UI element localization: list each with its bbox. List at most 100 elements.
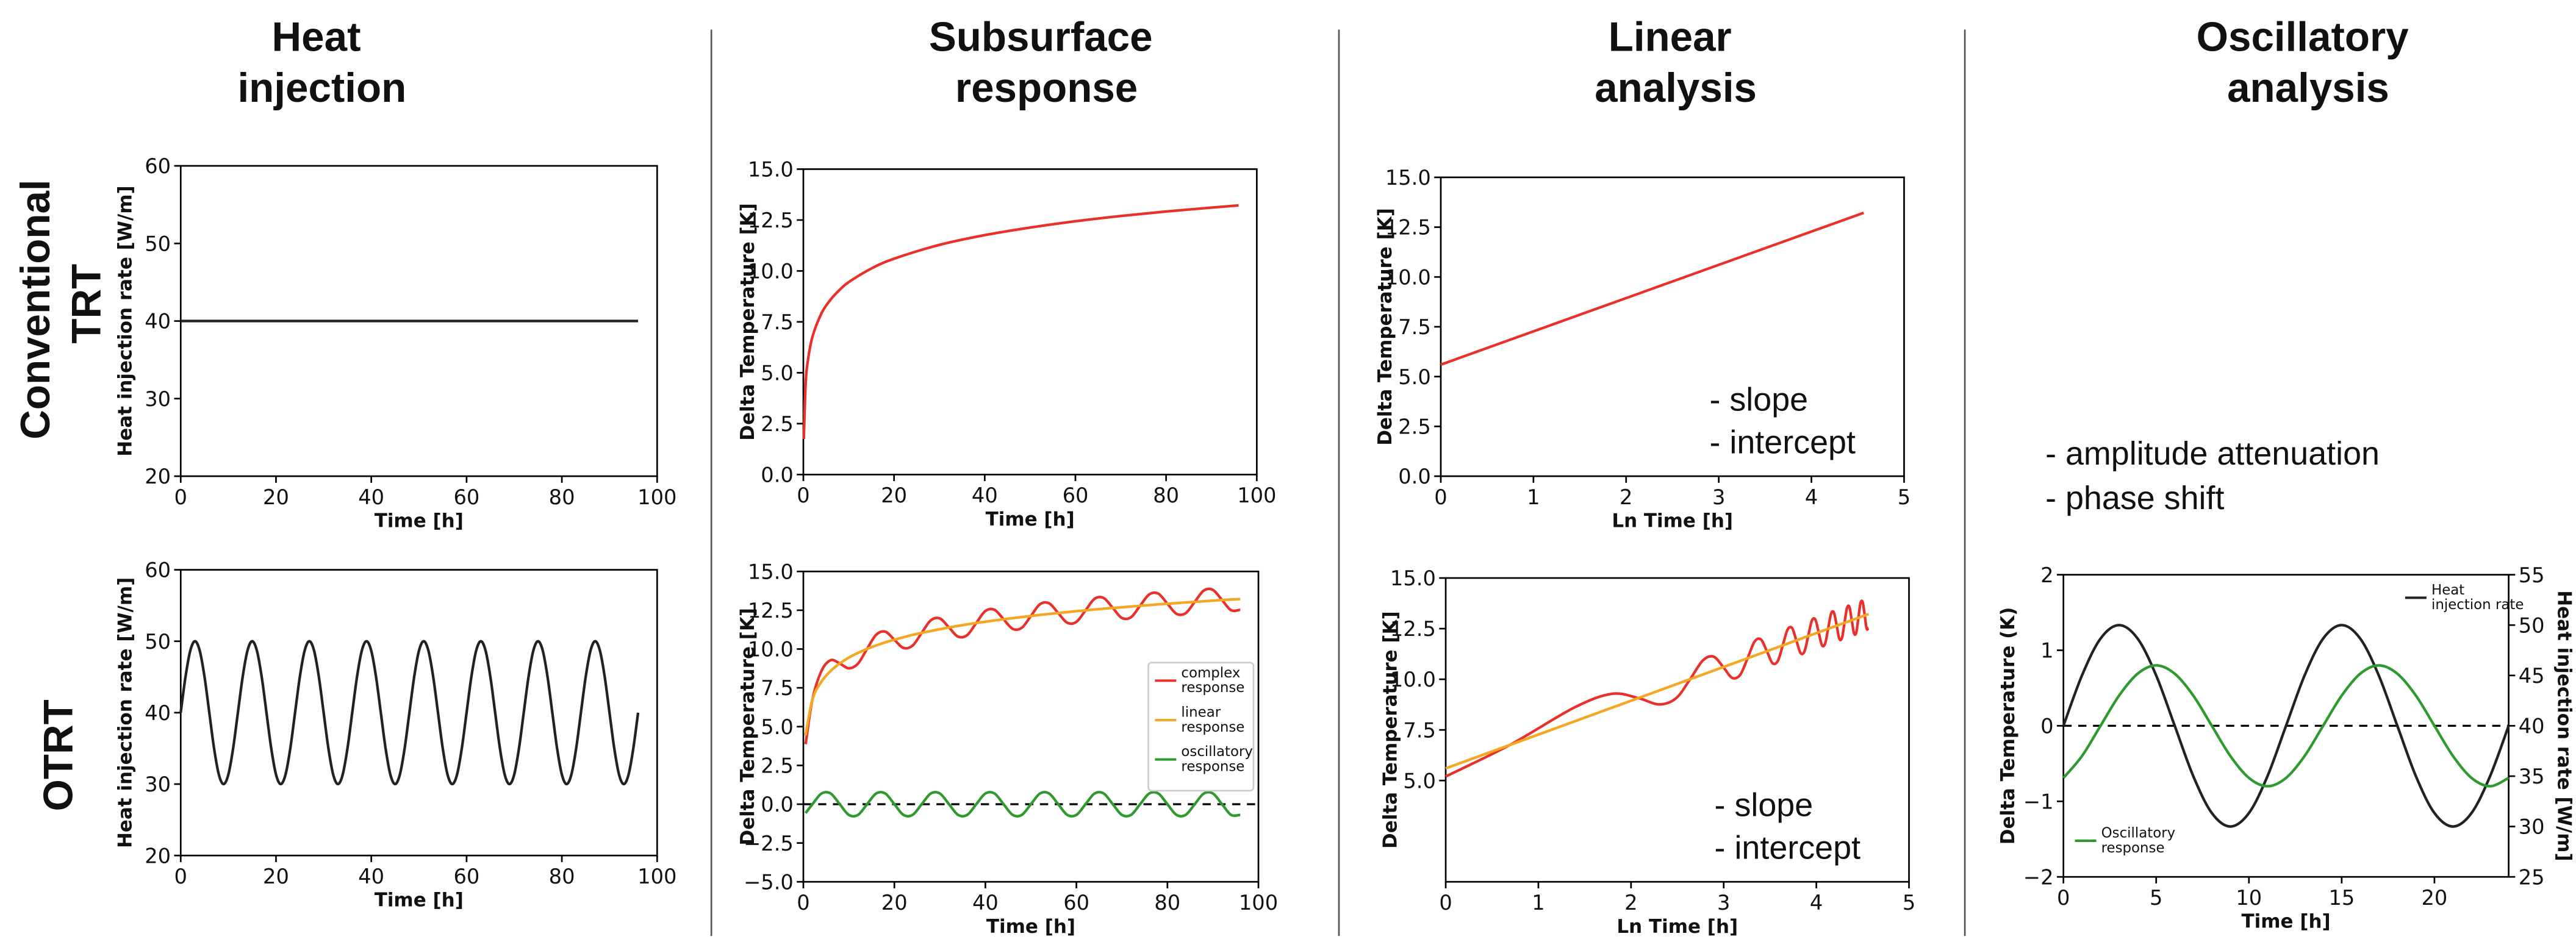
x-tick-label: 15	[2328, 886, 2355, 910]
y-tick-label: 12.5	[748, 599, 794, 623]
y-tick-label: 2	[2040, 563, 2053, 587]
legend-label: Oscillatory response	[2101, 826, 2180, 856]
y-tick-label: 50	[145, 630, 171, 654]
y-tick-label: 2.5	[761, 412, 794, 436]
x-tick-label: 0	[797, 483, 809, 507]
data-line	[1440, 212, 1864, 366]
x-tick-label: 100	[637, 865, 676, 888]
annotation: - phase shift	[2045, 480, 2224, 516]
y-tick-label: 5.0	[761, 715, 794, 739]
y-tick-label: 50	[145, 232, 171, 255]
x-axis-label: Time [h]	[986, 508, 1075, 530]
y-axis-label: Heat injection rate [W/m]	[114, 185, 136, 456]
column-header: Heat injection	[237, 14, 406, 110]
x-tick-label: 0	[1434, 485, 1447, 509]
y-axis-label: Delta Temperature [K]	[737, 608, 759, 846]
plot-frame	[179, 569, 658, 857]
data-line	[2062, 624, 2510, 828]
annotation: - intercept	[1709, 424, 1856, 460]
x-tick-label: 20	[263, 485, 289, 509]
y-tick-label: 30	[145, 387, 171, 411]
y-tick-label: 40	[145, 701, 171, 725]
x-axis-label: Time [h]	[2242, 911, 2331, 933]
y2-tick-label: 45	[2519, 664, 2545, 688]
x-axis-label: Time [h]	[986, 916, 1075, 938]
data-line	[802, 204, 1239, 439]
column-header: Oscillatory analysis	[2197, 14, 2420, 110]
y-tick-label: 15.0	[1385, 166, 1431, 190]
y-tick-label: 10.0	[1385, 265, 1431, 289]
row-header: Conventional TRT	[13, 168, 109, 440]
x-tick-label: 4	[1805, 485, 1818, 509]
x-tick-label: 40	[358, 865, 384, 888]
y2-tick-label: 25	[2519, 865, 2545, 889]
x-tick-label: 60	[453, 865, 479, 888]
y-tick-label: 12.5	[748, 209, 794, 232]
y-tick-label: 0.0	[1398, 465, 1431, 488]
y-tick-label: 0.0	[761, 463, 794, 487]
x-tick-label: 1	[1527, 485, 1540, 509]
legend-label: complex response	[1181, 665, 1244, 696]
y2-tick-label: 30	[2519, 815, 2545, 839]
y2-tick-label: 40	[2519, 715, 2545, 738]
y-tick-label: 12.5	[1385, 216, 1431, 240]
y-tick-label: 2.5	[761, 754, 794, 778]
y-tick-label: 60	[145, 154, 171, 178]
y-tick-label: −5.0	[744, 870, 794, 894]
x-tick-label: 20	[881, 483, 907, 507]
y-axis-label: Delta Temperature [K]	[737, 203, 759, 441]
x-tick-label: 20	[263, 865, 289, 888]
x-tick-label: 100	[1237, 483, 1276, 507]
y-tick-label: 7.5	[761, 676, 794, 700]
x-axis-label: Ln Time [h]	[1616, 916, 1738, 938]
x-tick-label: 1	[1532, 891, 1545, 915]
x-tick-label: 5	[1903, 891, 1915, 915]
x-tick-label: 40	[972, 483, 998, 507]
x-tick-label: 2	[1624, 891, 1637, 915]
y2-tick-label: 35	[2519, 765, 2545, 788]
y-tick-label: 30	[145, 773, 171, 796]
x-tick-label: 2	[1620, 485, 1632, 509]
x-tick-label: 10	[2236, 886, 2262, 910]
legend-label: oscillatory response	[1181, 744, 1257, 774]
annotation: - slope	[1709, 381, 1808, 418]
y-tick-label: 15.0	[748, 158, 794, 182]
data-line	[179, 640, 640, 786]
x-tick-label: 40	[358, 485, 384, 509]
annotation: - intercept	[1715, 830, 1861, 866]
x-tick-label: 80	[549, 485, 575, 509]
x-tick-label: 60	[1063, 891, 1089, 915]
y2-axis-label: Heat injection rate [W/m]	[2553, 590, 2575, 861]
x-tick-label: 80	[1153, 483, 1179, 507]
legend-label: Heat injection rate	[2431, 582, 2524, 613]
x-tick-label: 80	[1154, 891, 1180, 915]
y-tick-label: 1	[2040, 639, 2053, 663]
y-tick-label: 15.0	[1390, 566, 1436, 590]
legend-label: linear response	[1181, 705, 1244, 735]
data-line	[1445, 599, 1870, 778]
y-tick-label: 10.0	[1390, 668, 1436, 691]
data-line	[1445, 613, 1870, 770]
x-tick-label: 0	[797, 891, 809, 915]
x-tick-label: 60	[453, 485, 479, 509]
y-tick-label: 20	[145, 844, 171, 868]
column-header: Linear analysis	[1595, 14, 1757, 110]
x-tick-label: 20	[881, 891, 908, 915]
x-tick-label: 0	[1439, 891, 1452, 915]
y-tick-label: 10.0	[748, 638, 794, 662]
x-tick-label: 60	[1063, 483, 1089, 507]
x-axis-label: Time [h]	[375, 890, 464, 912]
column-header: Subsurface response	[929, 14, 1164, 110]
y-tick-label: 5.0	[1403, 769, 1436, 793]
y-tick-label: 0	[2040, 715, 2053, 738]
x-tick-label: 40	[972, 891, 999, 915]
x-axis-label: Time [h]	[375, 510, 464, 532]
y-tick-label: −2	[2023, 865, 2054, 889]
y-axis-label: Delta Temperature [K]	[1379, 611, 1401, 849]
y-tick-label: 60	[145, 558, 171, 582]
y-tick-label: 7.5	[761, 310, 794, 334]
x-tick-label: 0	[174, 865, 187, 888]
row-header: OTRT	[36, 699, 82, 811]
